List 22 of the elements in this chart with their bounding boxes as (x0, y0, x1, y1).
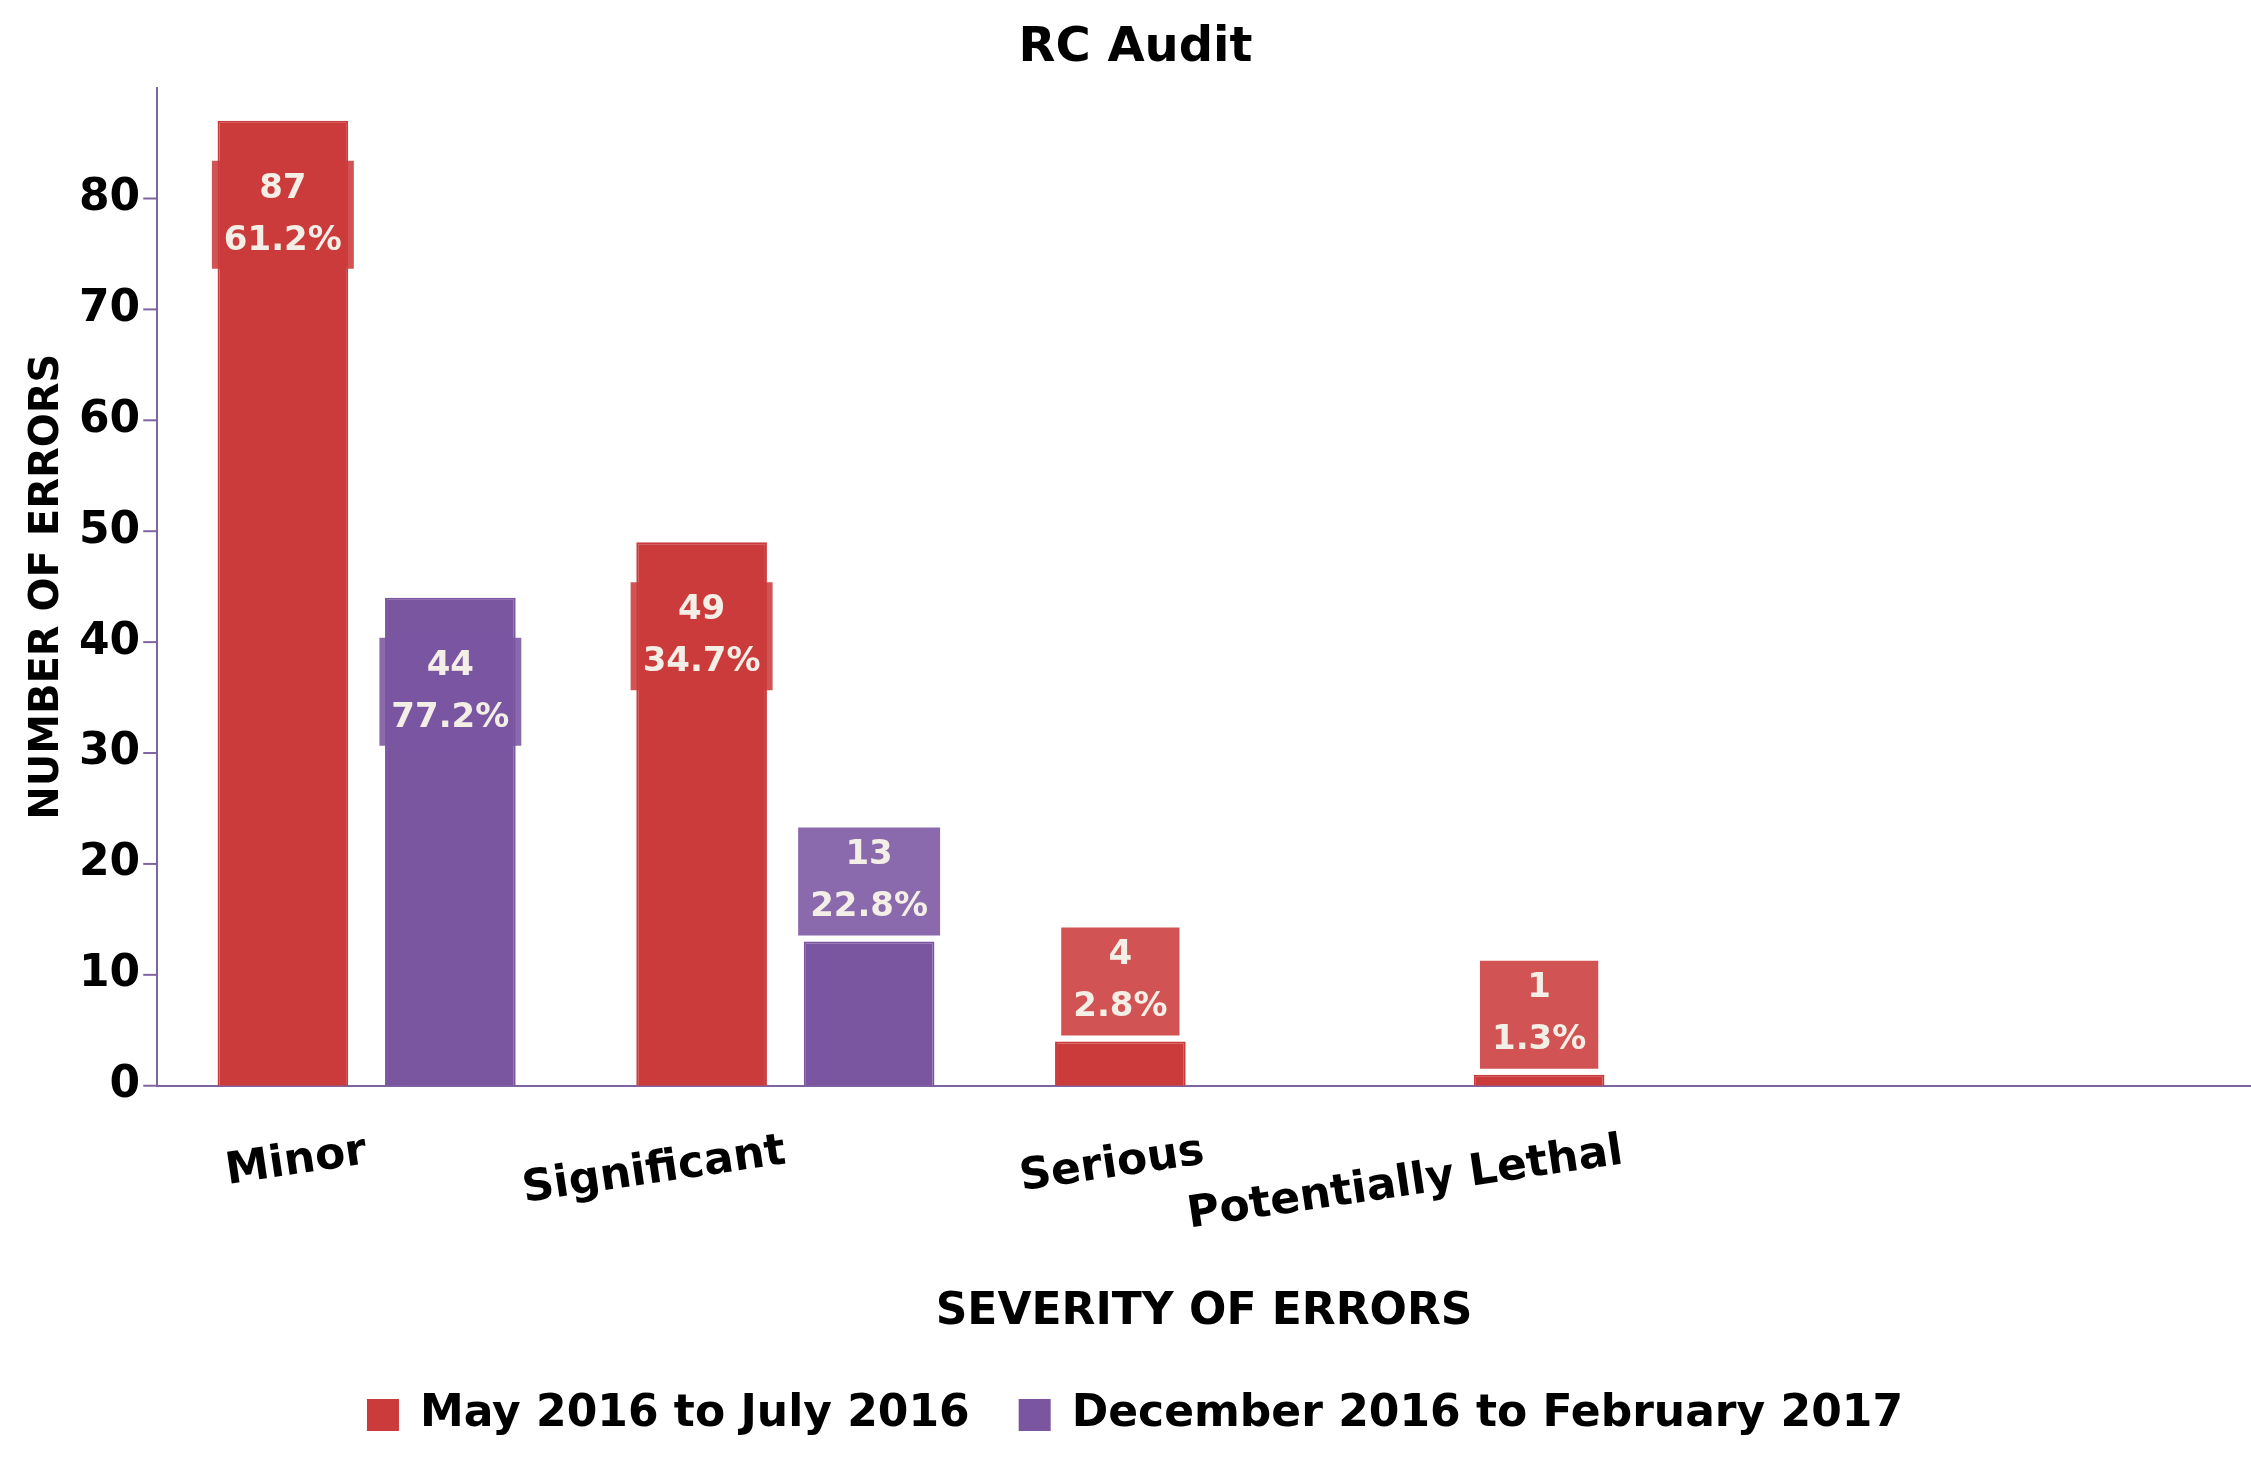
y-tick-label: 40 (79, 612, 141, 664)
legend-label: May 2016 to July 2016 (419, 1385, 970, 1437)
y-tick-label: 30 (79, 723, 141, 775)
data-label: 13 22.8% (810, 832, 929, 925)
data-label: 49 34.7% (642, 587, 761, 680)
data-label: 4 2.8% (1073, 932, 1168, 1025)
y-axis-title: NUMBER OF ERRORS (21, 353, 68, 820)
y-tick-label: 80 (79, 168, 141, 220)
y-tick-label: 0 (109, 1056, 141, 1108)
y-tick-label: 20 (79, 834, 141, 886)
x-tick-label: Minor (221, 1122, 371, 1194)
x-tick-label: Significant (518, 1122, 789, 1212)
y-tick-label: 50 (79, 501, 141, 553)
y-tick-label: 60 (79, 390, 141, 442)
x-axis-title: SEVERITY OF ERRORS (935, 1283, 1473, 1335)
legend-label: December 2016 to February 2017 (1071, 1385, 1904, 1437)
y-tick-label: 10 (79, 945, 141, 997)
data-label: 87 61.2% (223, 165, 342, 258)
data-label: 1 1.3% (1491, 965, 1587, 1058)
y-tick-label: 70 (79, 279, 141, 331)
chart-title: RC Audit (1018, 16, 1253, 73)
data-label: 44 77.2% (391, 642, 510, 735)
